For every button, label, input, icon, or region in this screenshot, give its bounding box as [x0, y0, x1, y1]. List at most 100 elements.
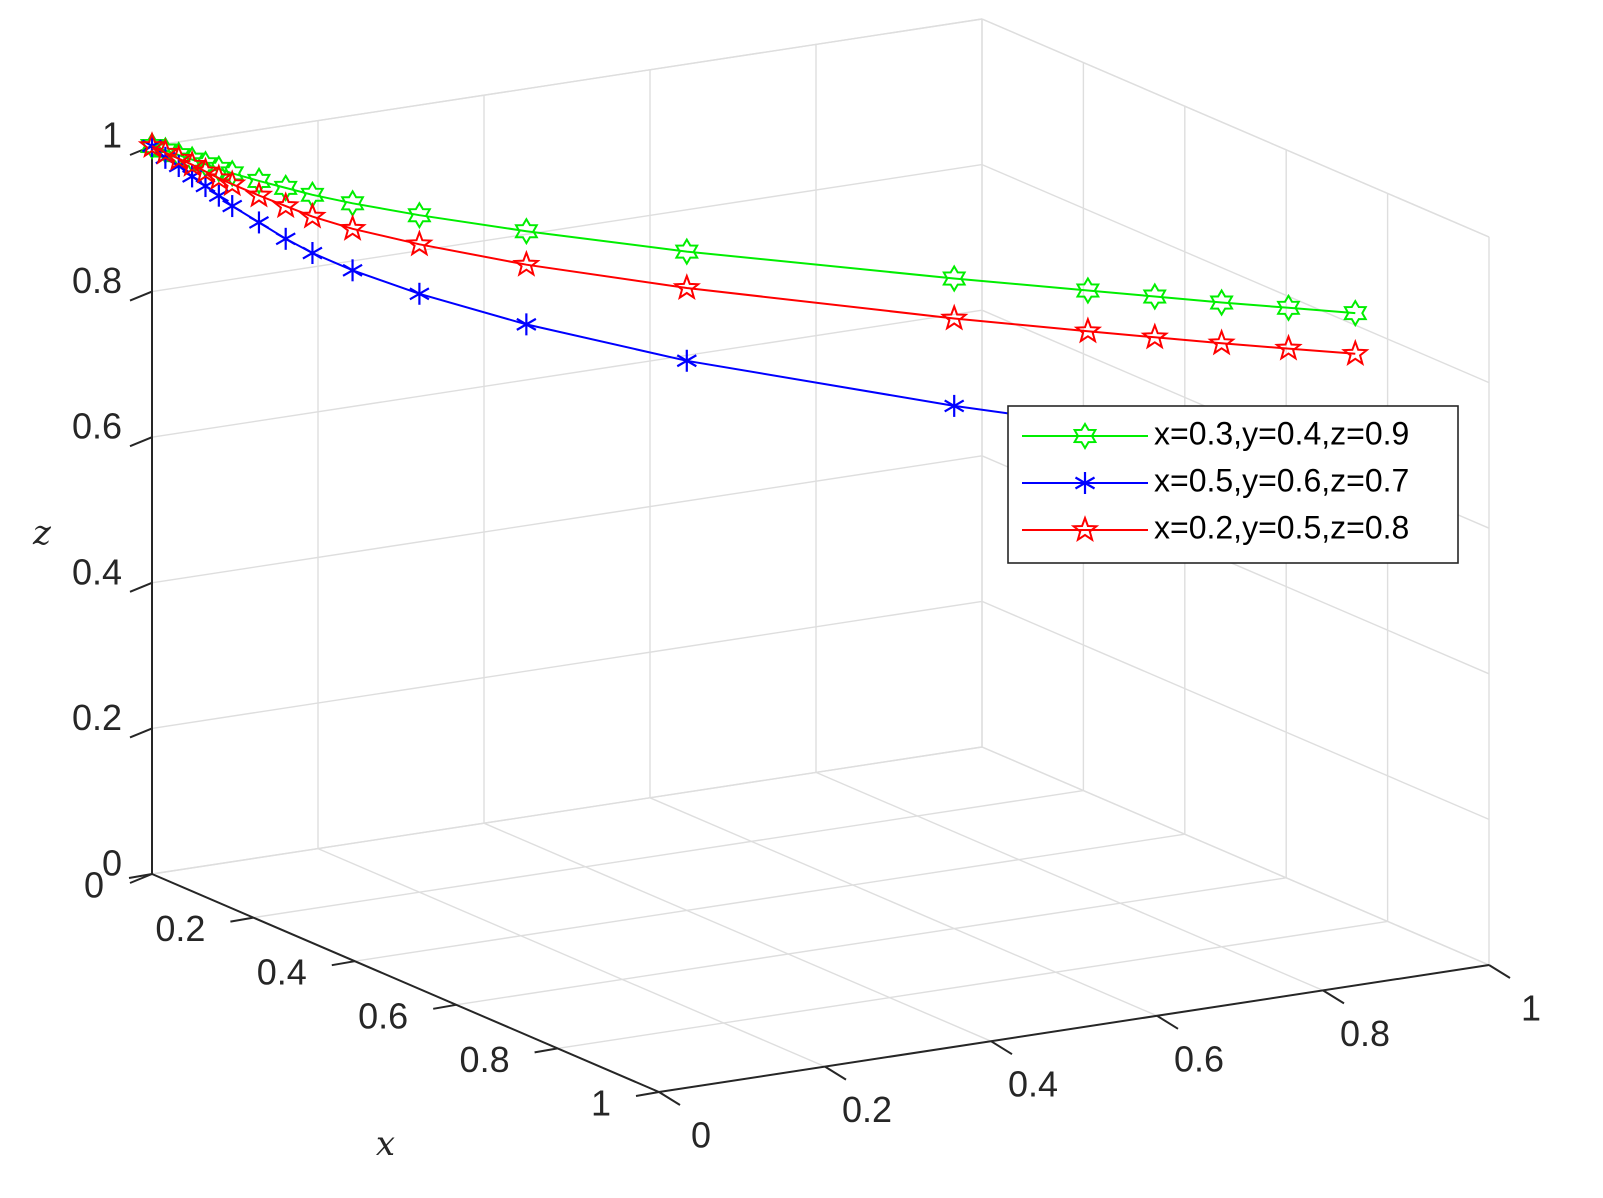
z-tick-mark [129, 727, 153, 739]
z-tick-label: 0.2 [72, 697, 122, 738]
z-tick-mark [129, 290, 153, 302]
grid-line [151, 309, 983, 438]
data-point [298, 201, 327, 229]
y-tick-mark [658, 1091, 681, 1106]
grid-line [151, 746, 983, 875]
data-point [275, 227, 296, 250]
grid-line [815, 771, 1324, 992]
y-tick-mark [1322, 989, 1345, 1005]
legend-item: x=0.2,y=0.5,z=0.8 [1022, 509, 1409, 545]
data-point [942, 264, 967, 293]
grid-line [649, 797, 1158, 1017]
data-point [1276, 293, 1301, 322]
grid-line [981, 600, 1490, 821]
y-tick-mark [990, 1040, 1013, 1056]
data-point [137, 131, 167, 159]
data-point [248, 211, 270, 234]
series-3 [137, 131, 1370, 366]
z-tick-mark [129, 581, 153, 593]
y-tick-label: 1 [1521, 988, 1541, 1029]
grid-line [253, 789, 1084, 919]
z-tick-label: 0 [102, 843, 122, 884]
data-point [246, 166, 272, 195]
data-point [244, 180, 274, 208]
grid-line [354, 833, 1185, 962]
grid-line [557, 920, 1388, 1050]
data-point [342, 259, 363, 282]
data-point [222, 195, 243, 218]
data-point [405, 229, 434, 257]
x-tick-label: 0 [84, 865, 104, 906]
legend-label: x=0.3,y=0.4,z=0.9 [1154, 415, 1409, 451]
data-point [191, 156, 220, 184]
data-point [1142, 282, 1167, 311]
grid-line [981, 18, 1490, 238]
data-point [206, 154, 231, 183]
data-point [1074, 472, 1096, 494]
x-tick-label: 0.4 [257, 952, 307, 993]
grid-line [151, 18, 983, 147]
data-point [139, 132, 165, 160]
data-point [672, 273, 701, 301]
data-point [1341, 338, 1370, 366]
legend-item: x=0.5,y=0.6,z=0.7 [1022, 462, 1409, 498]
data-point [1072, 422, 1098, 450]
data-point [940, 303, 969, 331]
data-point [204, 163, 234, 191]
data-point [302, 242, 323, 265]
data-point [177, 149, 207, 177]
y-tick-label: 0.6 [1174, 1038, 1224, 1079]
data-point [1070, 515, 1100, 543]
x-tick-label: 0.2 [155, 908, 205, 949]
z-tick-label: 0.8 [72, 260, 122, 301]
z-tick-label: 1 [102, 115, 122, 156]
y-tick-label: 0.8 [1340, 1013, 1390, 1054]
y-tick-mark [1156, 1014, 1179, 1030]
x-axis-line [151, 873, 660, 1093]
y-tick-label: 0.2 [842, 1089, 892, 1130]
grid-line [151, 600, 983, 730]
series-line [151, 145, 1356, 315]
z-tick-label: 0.6 [72, 406, 122, 447]
grid-line [981, 163, 1490, 384]
data-point [1209, 288, 1234, 317]
x-tick-mark [230, 916, 254, 923]
data-point [164, 143, 193, 171]
x-axis-title: x [376, 1124, 395, 1164]
x-tick-label: 0.8 [460, 1039, 510, 1080]
data-point [514, 217, 539, 246]
data-point [674, 237, 699, 266]
legend-item: x=0.3,y=0.4,z=0.9 [1022, 415, 1409, 451]
data-point [338, 213, 367, 241]
x-tick-label: 0.6 [358, 995, 408, 1036]
data-point [512, 249, 541, 277]
data-point [407, 201, 432, 230]
data-point [676, 349, 697, 372]
data-point [944, 394, 965, 417]
z-axis-title: z [32, 513, 52, 553]
y-axis-title: y [1052, 1185, 1074, 1198]
data-point [195, 175, 216, 198]
series-line [151, 145, 1356, 355]
data-point [1075, 276, 1101, 305]
data-point [151, 137, 180, 165]
x-tick-mark [128, 873, 153, 879]
x-tick-mark [635, 1091, 660, 1097]
y-axis-line [658, 964, 1490, 1093]
data-point [1343, 299, 1368, 328]
data-point [1140, 322, 1169, 350]
legend-label: x=0.2,y=0.5,z=0.8 [1154, 509, 1409, 545]
y-tick-label: 0.4 [1008, 1064, 1058, 1105]
legend: x=0.3,y=0.4,z=0.9 x=0.5,y=0.6,z=0.7 x=0.2,… [1007, 405, 1459, 564]
grid-line [483, 822, 992, 1042]
y-tick-mark [824, 1065, 847, 1081]
legend-label: x=0.5,y=0.6,z=0.7 [1154, 462, 1409, 498]
grid-layer [151, 18, 1490, 1093]
data-point [516, 313, 537, 336]
z-tick-label: 0.4 [72, 551, 122, 592]
grid-line [151, 455, 983, 584]
data-point [1274, 333, 1303, 361]
grid-line [317, 847, 826, 1068]
axes-layer: 0 0.2 0.4 0.6 0.8 1 0 0.2 0.4 0.6 0.8 1 0 0.2 0.4 0.6 0.… [32, 115, 1541, 1198]
